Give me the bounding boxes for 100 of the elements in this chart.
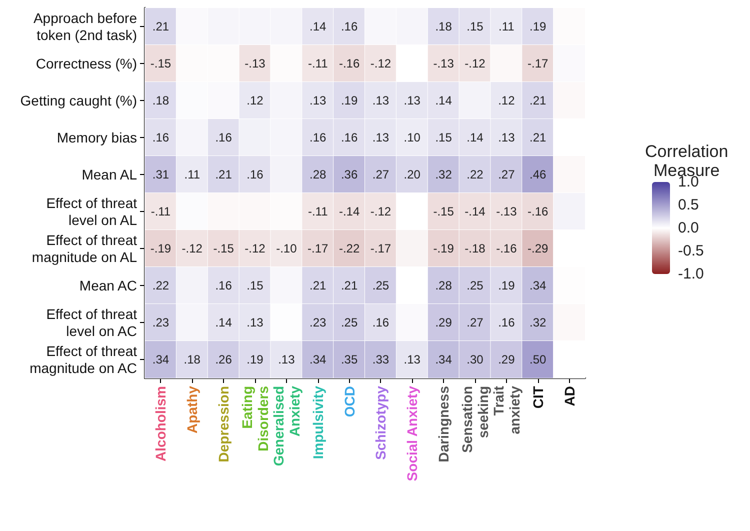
data-label: .14 xyxy=(435,94,452,108)
data-label: .21 xyxy=(530,130,547,144)
x-tick-label: Generalised Anxiety xyxy=(270,386,302,466)
data-label: .34 xyxy=(310,352,327,366)
data-label: .25 xyxy=(372,278,390,292)
x-tick-label: Apathy xyxy=(184,386,200,434)
data-label: .25 xyxy=(340,316,358,330)
data-label: -.15 xyxy=(433,204,454,218)
data-label: -.11 xyxy=(150,204,171,218)
data-label: .21 xyxy=(152,20,170,34)
x-tick-label: Social Anxiety xyxy=(404,386,420,482)
data-label: .14 xyxy=(310,20,327,34)
data-label: .12 xyxy=(498,94,516,108)
data-label: .18 xyxy=(152,94,170,108)
x-tick-label: OCD xyxy=(341,386,358,418)
data-label: .13 xyxy=(498,130,516,144)
x-tick-label: Eating Disorders xyxy=(239,386,271,452)
data-label: -.12 xyxy=(182,242,203,256)
data-label: .26 xyxy=(215,352,232,366)
data-label: .35 xyxy=(340,352,358,366)
data-label: -.17 xyxy=(308,242,329,256)
x-tick-label: Depression xyxy=(216,386,232,462)
data-label: .23 xyxy=(152,316,170,330)
data-label: -.29 xyxy=(528,242,549,256)
color-bar-label: 0.0 xyxy=(678,220,699,236)
data-label: .14 xyxy=(466,130,484,144)
data-label: -.15 xyxy=(213,242,234,256)
data-label: .18 xyxy=(184,352,201,366)
data-label: .15 xyxy=(246,278,264,292)
data-label: .28 xyxy=(435,278,452,292)
data-label: .21 xyxy=(340,278,358,292)
data-label: .13 xyxy=(278,352,296,366)
x-tick-label: Daringness xyxy=(436,386,452,462)
data-label: -.16 xyxy=(528,204,549,218)
data-label: .30 xyxy=(466,352,484,366)
data-label: .22 xyxy=(152,278,170,292)
data-label: .21 xyxy=(530,94,547,108)
data-label: .23 xyxy=(310,316,327,330)
data-label: .46 xyxy=(530,168,547,182)
data-label: .20 xyxy=(404,168,421,182)
data-label: .21 xyxy=(310,278,327,292)
x-tick-label: CIT xyxy=(530,386,546,409)
y-tick-label: Memory bias xyxy=(56,130,137,146)
data-label: .28 xyxy=(310,168,327,182)
data-label: -.12 xyxy=(244,242,266,256)
data-label: .31 xyxy=(152,168,170,182)
data-label: -.15 xyxy=(150,56,172,70)
data-label: .10 xyxy=(404,130,421,144)
data-label: .12 xyxy=(246,94,264,108)
x-tick-label: Schizotypy xyxy=(372,386,389,460)
data-label: .13 xyxy=(246,316,264,330)
data-label: -.19 xyxy=(150,242,172,256)
data-label: .33 xyxy=(372,352,390,366)
x-tick-label: Impulsivity xyxy=(310,386,326,460)
x-tick-label: Alcoholism xyxy=(152,386,169,462)
data-label: .11 xyxy=(184,168,200,182)
y-tick-label: Effect of threat magnitude on AC xyxy=(30,343,138,376)
data-label: .27 xyxy=(498,168,516,182)
data-label: .19 xyxy=(246,352,264,366)
data-label: .19 xyxy=(530,20,547,34)
data-label: -.14 xyxy=(338,204,360,218)
data-label: -.14 xyxy=(464,204,486,218)
data-label: .16 xyxy=(246,168,264,182)
data-label: -.16 xyxy=(496,242,518,256)
color-bar-label: -1.0 xyxy=(678,266,704,282)
data-label: -.11 xyxy=(308,204,328,218)
data-label: .50 xyxy=(530,352,547,366)
data-label: -.17 xyxy=(370,242,392,256)
data-label: .13 xyxy=(372,130,390,144)
data-label: .13 xyxy=(372,94,390,108)
data-label: -.12 xyxy=(370,204,392,218)
data-label: .16 xyxy=(215,278,232,292)
data-label: -.13 xyxy=(244,56,266,70)
data-label: -.16 xyxy=(338,56,360,70)
data-label: .13 xyxy=(404,94,421,108)
data-label: .18 xyxy=(435,20,452,34)
data-label: .25 xyxy=(466,278,484,292)
data-label: .13 xyxy=(310,94,327,108)
data-label: .16 xyxy=(498,316,516,330)
data-label: .34 xyxy=(435,352,452,366)
data-label: .15 xyxy=(435,130,452,144)
data-label: -.17 xyxy=(528,56,549,70)
data-label: .15 xyxy=(466,20,484,34)
y-tick-label: Approach before token (2nd task) xyxy=(33,10,138,43)
y-tick-label: Getting caught (%) xyxy=(20,92,137,108)
data-label: .27 xyxy=(466,316,484,330)
y-tick-label: Effect of threat level on AL xyxy=(46,195,138,228)
y-tick-label: Effect of threat level on AC xyxy=(46,306,138,339)
x-tick-label: AD xyxy=(561,386,578,406)
data-label: .16 xyxy=(310,130,327,144)
data-label: -.19 xyxy=(433,242,454,256)
y-tick-label: Effect of threat magnitude on AL xyxy=(32,232,138,265)
data-label: -.11 xyxy=(308,56,328,70)
data-label: .11 xyxy=(498,20,515,34)
data-label: .34 xyxy=(530,278,547,292)
data-label: .19 xyxy=(498,278,516,292)
data-label: .29 xyxy=(498,352,516,366)
color-bar-label: -0.5 xyxy=(678,242,704,260)
data-label: .19 xyxy=(340,94,358,108)
data-label: -.22 xyxy=(338,242,360,256)
